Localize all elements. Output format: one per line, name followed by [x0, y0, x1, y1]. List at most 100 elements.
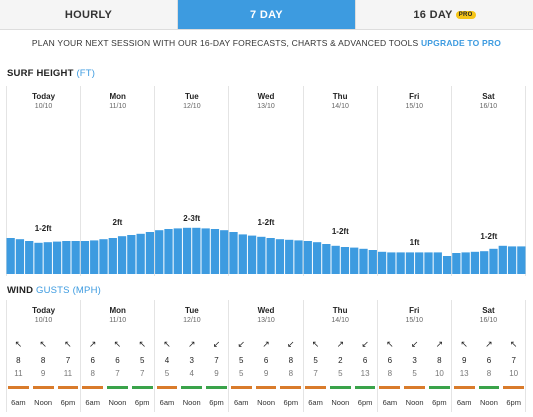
surf-bar: [377, 251, 387, 274]
wind-direction-arrow-icon: ↗: [187, 339, 196, 349]
wind-gust: 9: [263, 369, 269, 378]
surf-bar: [303, 241, 312, 274]
time-label: 6am: [159, 398, 175, 407]
wind-speed: 5: [239, 356, 244, 365]
wind-speed: 3: [412, 356, 417, 365]
surf-day-column: Fri 15/10: [378, 86, 452, 276]
wind-gust: 9: [214, 369, 219, 378]
surf-bar: [285, 239, 294, 274]
wind-direction-arrow-icon: ↗: [88, 339, 97, 349]
surf-bar: [145, 232, 155, 274]
time-label: 6am: [85, 398, 100, 407]
wind-direction-arrow-icon: ↖: [311, 339, 320, 349]
surf-bar: [173, 228, 182, 274]
day-name: Wed: [257, 92, 275, 101]
wind-gust: 5: [164, 369, 170, 378]
time-label: 6am: [308, 398, 323, 407]
wind-direction-cell: ↖: [501, 340, 526, 349]
wind-condition-bar: [57, 386, 79, 389]
wind-speed: 7: [65, 356, 71, 365]
wind-condition-bar: [280, 386, 302, 389]
day-name: Sat: [482, 92, 495, 101]
day-name: Tue: [185, 92, 199, 101]
surf-bar: [294, 240, 303, 274]
wind-direction-cell: ↗: [477, 340, 502, 349]
wind-direction-arrow-icon: ↖: [509, 339, 518, 349]
wind-gust: 5: [412, 369, 417, 378]
wind-direction-cell: ↖: [31, 340, 56, 349]
surf-bar: [387, 252, 396, 274]
wind-title-text: WIND: [7, 285, 34, 296]
surf-bar: [6, 238, 15, 274]
day-name: Mon: [109, 306, 126, 315]
surf-bar: [340, 247, 350, 274]
wind-condition-bar: [107, 386, 128, 389]
wind-direction-arrow-icon: ↖: [64, 339, 72, 349]
day-date: 11/10: [109, 317, 127, 324]
wind-speed: 6: [115, 356, 120, 365]
wind-direction-cell: ↗: [179, 340, 204, 349]
surf-bar: [312, 242, 322, 274]
wind-day-column: Mon 11/10: [81, 300, 156, 412]
surf-bar: [266, 238, 275, 274]
surf-bar: [108, 238, 117, 274]
wind-direction-cell: ↗: [254, 340, 279, 349]
time-label: 6pm: [506, 398, 521, 407]
wind-day-column: Sat 16/10: [452, 300, 526, 412]
surf-bar: [34, 242, 43, 274]
forecast-tabs: HOURLY 7 DAY 16 DAY PRO: [0, 0, 533, 30]
surf-range-label: 1ft: [409, 237, 420, 247]
tab-7-day[interactable]: 7 DAY: [178, 0, 356, 29]
day-name: Wed: [257, 306, 275, 315]
wind-speed: 7: [214, 356, 219, 365]
day-name: Mon: [109, 92, 126, 101]
surf-bar: [117, 236, 127, 274]
surf-bar: [489, 248, 498, 274]
wind-gust: 8: [387, 369, 393, 378]
wind-direction-arrow-icon: ↙: [212, 339, 221, 349]
time-label: 6am: [456, 398, 472, 407]
upgrade-link[interactable]: UPGRADE TO PRO: [420, 38, 502, 48]
wind-direction-arrow-icon: ↖: [138, 339, 146, 349]
time-label: Noon: [331, 398, 350, 407]
wind-direction-arrow-icon: ↙: [287, 339, 295, 349]
wind-unit: (MPH): [72, 285, 102, 296]
time-label: Noon: [257, 398, 275, 407]
wind-condition-bar: [255, 386, 277, 389]
wind-gusts-label: GUSTS: [35, 285, 70, 296]
time-label: 6am: [11, 398, 26, 407]
surf-bar: [350, 247, 359, 274]
day-date: 15/10: [405, 317, 424, 324]
tab-hourly[interactable]: HOURLY: [0, 0, 178, 29]
surf-bar: [442, 256, 452, 274]
day-name: Sat: [482, 306, 495, 315]
day-date: 10/10: [34, 317, 53, 324]
wind-speed: 6: [90, 356, 95, 365]
time-label: 6pm: [357, 398, 373, 407]
wind-direction-cell: ↖: [56, 340, 81, 349]
wind-day-column: Tue 12/10: [155, 300, 230, 412]
surf-bar: [396, 252, 405, 274]
time-label: Noon: [405, 398, 424, 407]
surf-bar: [43, 242, 52, 274]
wind-speed: 8: [40, 356, 46, 365]
surf-bar: [238, 234, 247, 274]
day-date: 13/10: [257, 103, 275, 110]
surf-range-label: 1-2ft: [480, 231, 498, 241]
surf-bar: [322, 244, 331, 274]
surf-day-column: Tue 12/10: [155, 86, 230, 276]
surf-unit: (FT): [76, 68, 96, 79]
time-label: 6am: [233, 398, 249, 407]
surf-bar: [127, 235, 136, 274]
wind-gust: 11: [14, 369, 23, 378]
surf-day-column: Thu 14/10: [304, 86, 378, 276]
wind-condition-bar: [354, 386, 376, 389]
surf-bar: [62, 241, 71, 274]
wind-speed: 3: [189, 356, 194, 365]
time-label: 6pm: [283, 398, 299, 407]
tab-16-day[interactable]: 16 DAY PRO: [356, 0, 533, 29]
time-label: Noon: [108, 398, 127, 407]
wind-direction-arrow-icon: ↖: [163, 339, 171, 349]
time-label: Noon: [34, 398, 53, 407]
wind-direction-arrow-icon: ↖: [39, 339, 47, 349]
